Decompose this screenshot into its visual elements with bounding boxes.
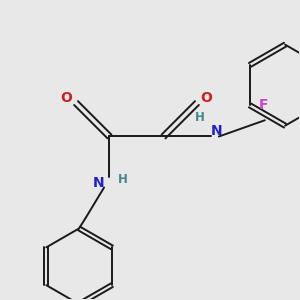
Text: F: F: [259, 98, 268, 112]
Text: H: H: [195, 111, 205, 124]
Text: N: N: [93, 176, 104, 190]
Text: H: H: [118, 173, 128, 186]
Text: N: N: [210, 124, 222, 138]
Text: O: O: [61, 91, 73, 105]
Text: O: O: [200, 91, 212, 105]
